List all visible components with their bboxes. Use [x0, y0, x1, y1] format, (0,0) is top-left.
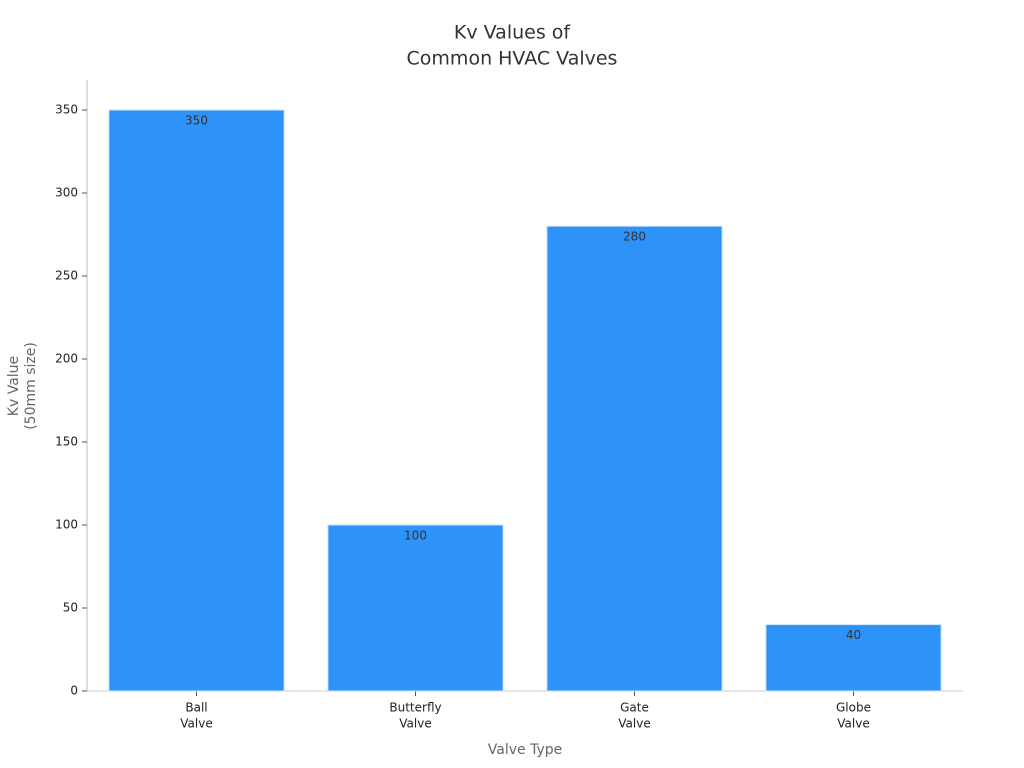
y-axis-title-line: Kv Value	[6, 356, 22, 416]
x-tick-label: Butterfly	[389, 701, 441, 715]
bar	[765, 624, 942, 692]
y-tick-label: 0	[70, 684, 78, 698]
y-axis-title-line: (50mm size)	[23, 342, 39, 430]
x-tick-label: Gate	[620, 701, 649, 715]
bar	[546, 225, 723, 692]
y-tick-label: 150	[55, 435, 78, 449]
x-tick-label: Valve	[837, 717, 869, 731]
y-tick-label: 50	[63, 601, 78, 615]
x-axis-title: Valve Type	[488, 742, 562, 758]
y-tick-label: 100	[55, 518, 78, 532]
value-label: 280	[623, 230, 646, 244]
bar	[108, 109, 285, 692]
bar	[327, 524, 504, 692]
chart-title: Common HVAC Valves	[407, 48, 618, 70]
x-tick-label: Valve	[399, 717, 431, 731]
x-tick-label: Valve	[180, 717, 212, 731]
x-tick-label: Globe	[836, 701, 871, 715]
x-tick-label: Valve	[618, 717, 650, 731]
y-tick-label: 250	[55, 269, 78, 283]
y-axis-title: Kv Value (50mm size)	[6, 342, 39, 430]
y-tick-label: 350	[55, 103, 78, 117]
x-tick-label: Ball	[185, 701, 207, 715]
value-label: 100	[404, 529, 427, 543]
y-tick-label: 200	[55, 352, 78, 366]
y-tick-label: 300	[55, 186, 78, 200]
chart-title: Kv Values of	[454, 22, 571, 44]
value-label: 40	[846, 628, 861, 642]
value-label: 350	[185, 114, 208, 128]
